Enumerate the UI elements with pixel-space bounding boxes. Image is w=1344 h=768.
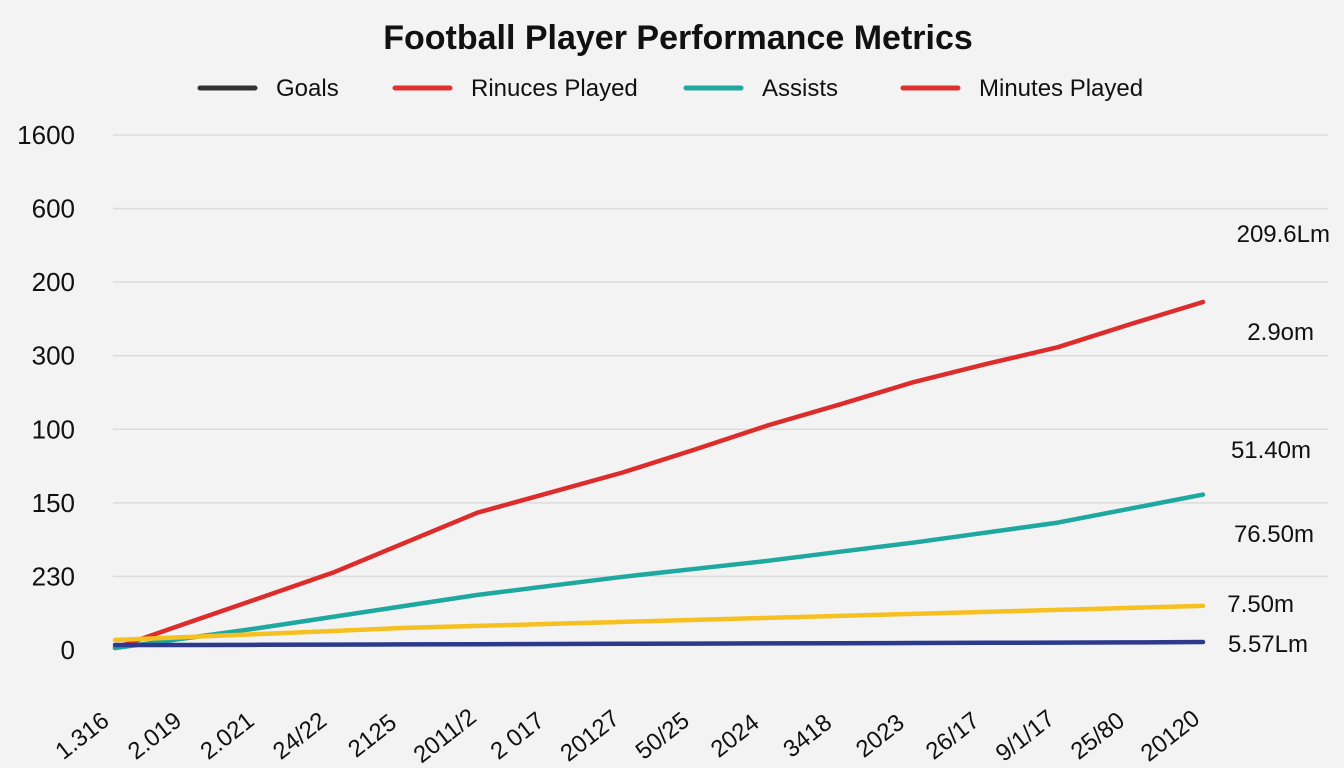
x-tick-label-2: 2.021 [195,707,259,765]
series-line-assists [112,492,1206,651]
x-tick-label-7: 20127 [556,705,625,767]
chart-title: Football Player Performance Metrics [383,19,973,57]
y-tick-label-0: 1600 [17,120,75,150]
legend-label-3: Minutes Played [979,75,1143,102]
end-label-2: 51.40m [1231,437,1311,464]
y-tick-label-5: 150 [32,488,75,518]
x-tick-label-12: 26/17 [921,707,985,765]
x-tick-label-5: 2011/2 [409,703,482,768]
x-tick-label-3: 24/22 [268,707,332,765]
y-tick-label-4: 100 [32,414,75,444]
y-axis-tick-labels: 1600 600 200 300 100 150 230 0 [17,120,75,665]
x-tick-label-1: 2.019 [123,707,187,765]
end-label-5: 5.57Lm [1228,631,1308,658]
series-lines [112,299,1206,651]
end-label-3: 76.50m [1234,521,1314,548]
x-tick-label-4: 2125 [343,709,402,763]
series-line-goals [112,639,1206,648]
x-tick-label-14: 25/80 [1066,707,1130,765]
series-line-yellow [112,603,1206,643]
legend-label-1: Rinuces Played [471,75,638,102]
x-tick-label-9: 2024 [706,709,765,763]
end-label-1: 2.9om [1247,319,1314,346]
x-axis-tick-labels: 1.316 2.019 2.021 24/22 2125 2011/2 2 017 20127… [50,703,1205,768]
y-tick-label-3: 300 [32,341,75,371]
legend-label-2: Assists [762,75,838,102]
x-tick-label-6: 2 017 [486,707,550,765]
end-value-labels: 209.6Lm 2.9om 51.40m 76.50m 7.50m 5.57Lm [1227,221,1330,658]
end-label-0: 209.6Lm [1237,221,1330,248]
x-tick-label-10: 3418 [778,709,837,763]
x-tick-label-0: 1.316 [50,707,114,765]
y-tick-label-7: 0 [61,635,75,665]
legend-label-0: Goals [276,75,339,102]
x-tick-label-8: 50/25 [631,707,695,765]
end-label-4: 7.50m [1227,591,1294,618]
y-tick-label-6: 230 [32,561,75,591]
y-tick-label-2: 200 [32,267,75,297]
series-line-minutes-played [112,299,1206,651]
x-tick-label-11: 2023 [851,709,910,763]
x-tick-label-15: 20120 [1136,705,1205,767]
grid-lines [113,134,1328,578]
legend: Goals Rinuces Played Assists Minutes Played [197,75,1143,102]
x-tick-label-13: 9/1/17 [991,705,1060,767]
y-tick-label-1: 600 [32,194,75,224]
